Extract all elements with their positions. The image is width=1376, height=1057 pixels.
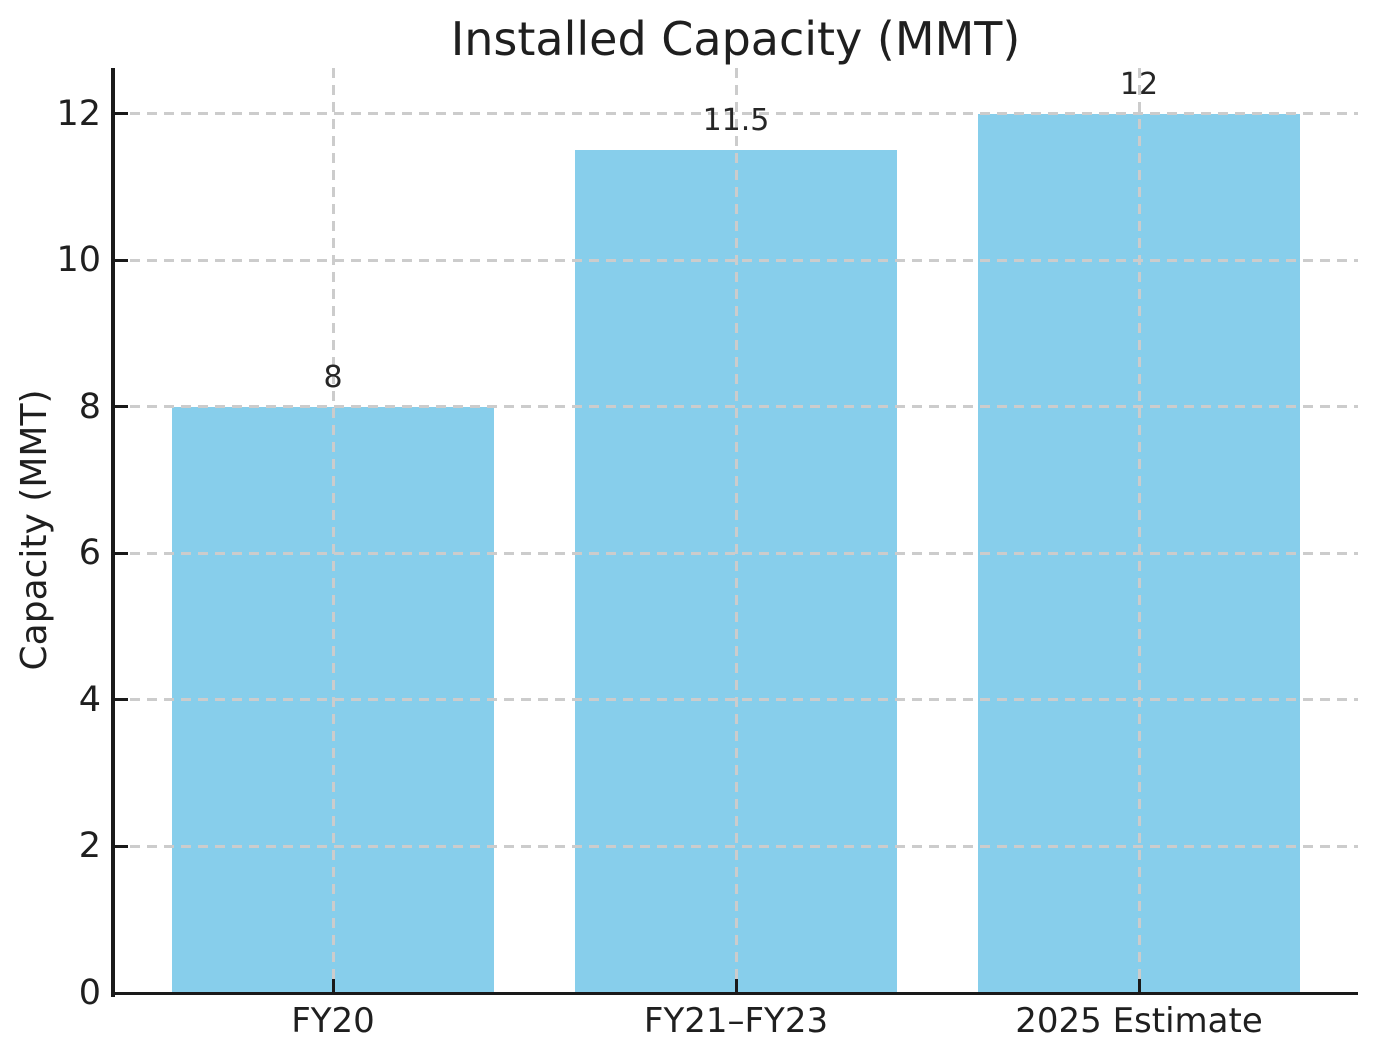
y-tick-2 [114, 844, 128, 848]
y-tick-label-2: 2 [78, 826, 101, 867]
y-tick-12 [114, 112, 128, 115]
v-gridline-2025 Estimate [1137, 68, 1141, 993]
x-tick-FY21–FY23 [734, 979, 738, 993]
x-axis-spine [111, 991, 1358, 995]
y-axis-label: Capacity (MMT) [14, 389, 55, 671]
y-tick-6 [114, 551, 128, 555]
x-tick-label-2025 Estimate: 2025 Estimate [1015, 1001, 1263, 1041]
bar-value-label-FY21–FY23: 11.5 [702, 103, 770, 139]
y-tick-10 [114, 258, 128, 262]
y-tick-0 [114, 991, 128, 995]
y-tick-8 [114, 405, 128, 409]
bar-value-label-FY20: 8 [323, 359, 343, 395]
y-tick-label-0: 0 [78, 973, 101, 1013]
x-tick-label-FY20: FY20 [291, 1001, 375, 1041]
v-gridline-FY20 [331, 68, 335, 993]
y-tick-label-10: 10 [56, 240, 101, 281]
v-gridline-FY21–FY23 [734, 68, 738, 993]
y-tick-label-12: 12 [56, 93, 101, 134]
y-tick-label-8: 8 [78, 386, 101, 427]
y-tick-label-6: 6 [78, 533, 101, 574]
bar-value-label-2025 Estimate: 12 [1119, 66, 1159, 102]
y-tick-4 [114, 698, 128, 702]
chart-title: Installed Capacity (MMT) [450, 12, 1021, 66]
x-tick-label-FY21–FY23: FY21–FY23 [643, 1001, 829, 1041]
x-tick-2025 Estimate [1137, 979, 1141, 993]
x-tick-FY20 [331, 979, 335, 993]
y-tick-label-4: 4 [78, 679, 101, 720]
y-axis-spine [111, 68, 115, 997]
